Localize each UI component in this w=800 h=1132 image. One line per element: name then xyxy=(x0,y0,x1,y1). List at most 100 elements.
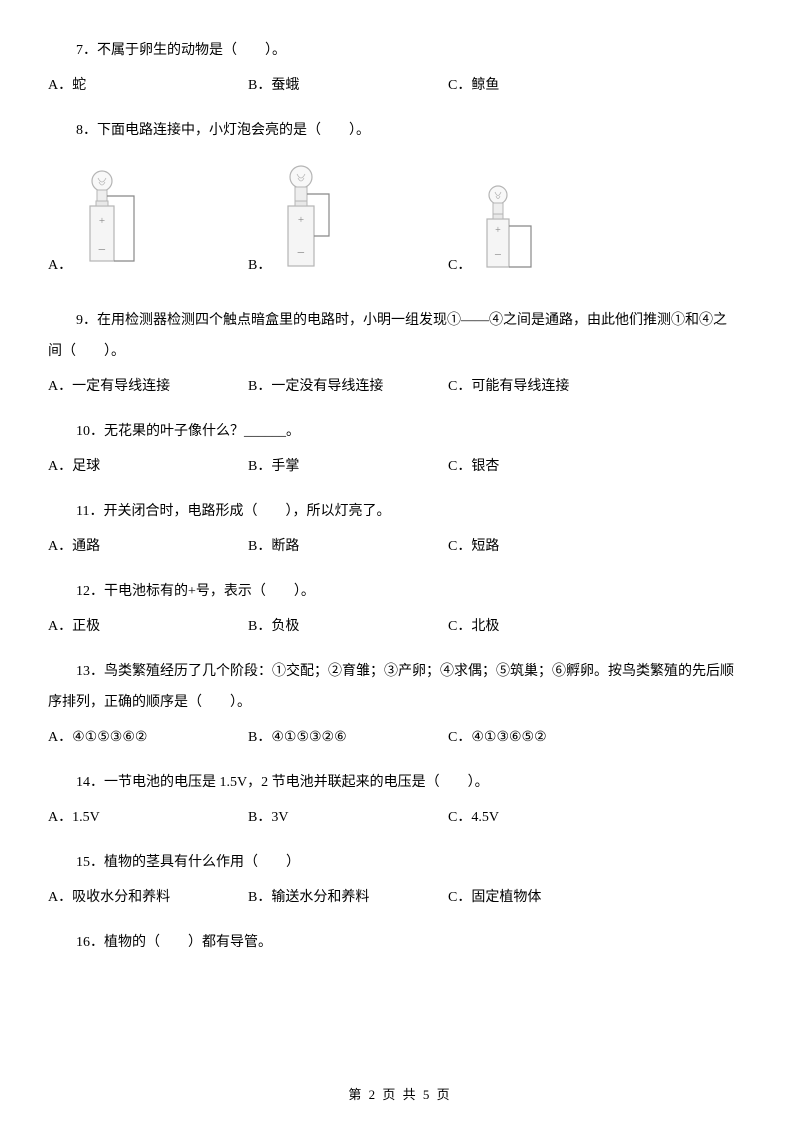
stem-text: 干电池标有的+号，表示（ ）。 xyxy=(104,584,315,599)
sep: ． xyxy=(83,313,97,328)
question-number: 13 xyxy=(76,664,90,679)
sep: ． xyxy=(89,504,103,519)
question-number: 10 xyxy=(76,424,90,439)
option-b: B． + − xyxy=(248,161,448,276)
option-b: B．一定没有导线连接 xyxy=(248,376,448,397)
option-c: C．北极 xyxy=(448,616,648,637)
option-label: B． xyxy=(248,616,271,637)
option-label: B． xyxy=(248,75,271,96)
circuit-diagram-b-icon: + − xyxy=(271,161,346,276)
option-text: 可能有导线连接 xyxy=(471,376,569,397)
option-c: C．4.5V xyxy=(448,807,648,828)
svg-text:−: − xyxy=(98,243,106,258)
option-b: B．④①⑤③②⑥ xyxy=(248,727,448,748)
question-13-options: A．④①⑤③⑥② B．④①⑤③②⑥ C．④①③⑥⑤② xyxy=(48,727,752,748)
stem-text: 开关闭合时，电路形成（ ），所以灯亮了。 xyxy=(103,504,390,519)
sep: ． xyxy=(90,664,104,679)
stem-text: 无花果的叶子像什么？______。 xyxy=(104,424,300,439)
option-b: B．断路 xyxy=(248,536,448,557)
option-b: B．蚕蛾 xyxy=(248,75,448,96)
question-number: 15 xyxy=(76,855,90,870)
svg-text:+: + xyxy=(99,215,105,227)
question-14-stem: 14．一节电池的电压是 1.5V，2 节电池并联起来的电压是（ ）。 xyxy=(48,772,752,793)
option-label: A． xyxy=(48,75,72,96)
option-label: B． xyxy=(248,727,271,748)
option-label: C． xyxy=(448,75,471,96)
option-a: A．蛇 xyxy=(48,75,248,96)
question-number: 11 xyxy=(76,504,89,519)
svg-text:−: − xyxy=(297,246,305,261)
option-a: A． + − xyxy=(48,166,248,276)
sep: ． xyxy=(83,123,97,138)
svg-text:−: − xyxy=(495,247,502,262)
option-label: C． xyxy=(448,616,471,637)
option-label: B． xyxy=(248,456,271,477)
question-9-stem-line2: 间（ ）。 xyxy=(48,341,752,362)
option-label: C． xyxy=(448,255,471,276)
option-b: B．3V xyxy=(248,807,448,828)
option-label: B． xyxy=(248,255,271,276)
question-14-options: A．1.5V B．3V C．4.5V xyxy=(48,807,752,828)
option-label: A． xyxy=(48,376,72,397)
option-label: C． xyxy=(448,887,471,908)
sep: ． xyxy=(83,43,97,58)
question-7-options: A．蛇 B．蚕蛾 C．鲸鱼 xyxy=(48,75,752,96)
option-a: A．正极 xyxy=(48,616,248,637)
option-text: 蚕蛾 xyxy=(271,75,299,96)
option-label: C． xyxy=(448,456,471,477)
option-text: 吸收水分和养料 xyxy=(72,887,170,908)
question-number: 8 xyxy=(76,123,83,138)
question-number: 9 xyxy=(76,313,83,328)
question-10-stem: 10．无花果的叶子像什么？______。 xyxy=(48,421,752,442)
question-10-options: A．足球 B．手掌 C．银杏 xyxy=(48,456,752,477)
option-c: C．固定植物体 xyxy=(448,887,648,908)
option-text: 足球 xyxy=(72,456,100,477)
option-text: 1.5V xyxy=(72,807,100,828)
option-text: 蛇 xyxy=(72,75,86,96)
option-b: B．手掌 xyxy=(248,456,448,477)
option-text: 4.5V xyxy=(471,807,499,828)
circuit-diagram-a-icon: + − xyxy=(72,166,152,276)
option-a: A．足球 xyxy=(48,456,248,477)
question-13-stem-line2: 序排列，正确的顺序是（ ）。 xyxy=(48,692,752,713)
option-text: 固定植物体 xyxy=(471,887,541,908)
question-9-stem: 9．在用检测器检测四个触点暗盒里的电路时，小明一组发现①——④之间是通路，由此他… xyxy=(48,310,752,331)
question-8-stem: 8．下面电路连接中，小灯泡会亮的是（ ）。 xyxy=(48,120,752,141)
option-text: 手掌 xyxy=(271,456,299,477)
sep: ． xyxy=(90,775,104,790)
stem-text: 一节电池的电压是 1.5V，2 节电池并联起来的电压是（ ）。 xyxy=(104,775,489,790)
stem-text: 下面电路连接中，小灯泡会亮的是（ ）。 xyxy=(97,123,370,138)
option-a: A．④①⑤③⑥② xyxy=(48,727,248,748)
option-label: A． xyxy=(48,807,72,828)
option-text: 短路 xyxy=(471,536,499,557)
sep: ． xyxy=(90,584,104,599)
option-b: B．负极 xyxy=(248,616,448,637)
option-label: A． xyxy=(48,887,72,908)
option-label: A． xyxy=(48,536,72,557)
svg-text:+: + xyxy=(298,214,304,226)
option-a: A．吸收水分和养料 xyxy=(48,887,248,908)
question-number: 7 xyxy=(76,43,83,58)
question-11-options: A．通路 B．断路 C．短路 xyxy=(48,536,752,557)
question-number: 16 xyxy=(76,935,90,950)
option-label: B． xyxy=(248,536,271,557)
stem-text: 植物的茎具有什么作用（ ） xyxy=(104,855,300,870)
stem-text: 不属于卵生的动物是（ ）。 xyxy=(97,43,286,58)
option-text: 3V xyxy=(271,807,288,828)
option-text: 一定有导线连接 xyxy=(72,376,170,397)
option-label: C． xyxy=(448,536,471,557)
stem-text-1: 鸟类繁殖经历了几个阶段：①交配；②育雏；③产卵；④求偶；⑤筑巢；⑥孵卵。按鸟类繁… xyxy=(104,664,734,679)
question-15-stem: 15．植物的茎具有什么作用（ ） xyxy=(48,852,752,873)
option-text: 银杏 xyxy=(471,456,499,477)
question-13-stem: 13．鸟类繁殖经历了几个阶段：①交配；②育雏；③产卵；④求偶；⑤筑巢；⑥孵卵。按… xyxy=(48,661,752,682)
option-label: C． xyxy=(448,376,471,397)
option-text: ④①⑤③⑥② xyxy=(72,727,147,748)
option-c: C．短路 xyxy=(448,536,648,557)
option-a: A．通路 xyxy=(48,536,248,557)
option-label: A． xyxy=(48,456,72,477)
option-label: A． xyxy=(48,727,72,748)
option-label: B． xyxy=(248,376,271,397)
option-c: C．银杏 xyxy=(448,456,648,477)
question-12-options: A．正极 B．负极 C．北极 xyxy=(48,616,752,637)
option-b: B．输送水分和养料 xyxy=(248,887,448,908)
